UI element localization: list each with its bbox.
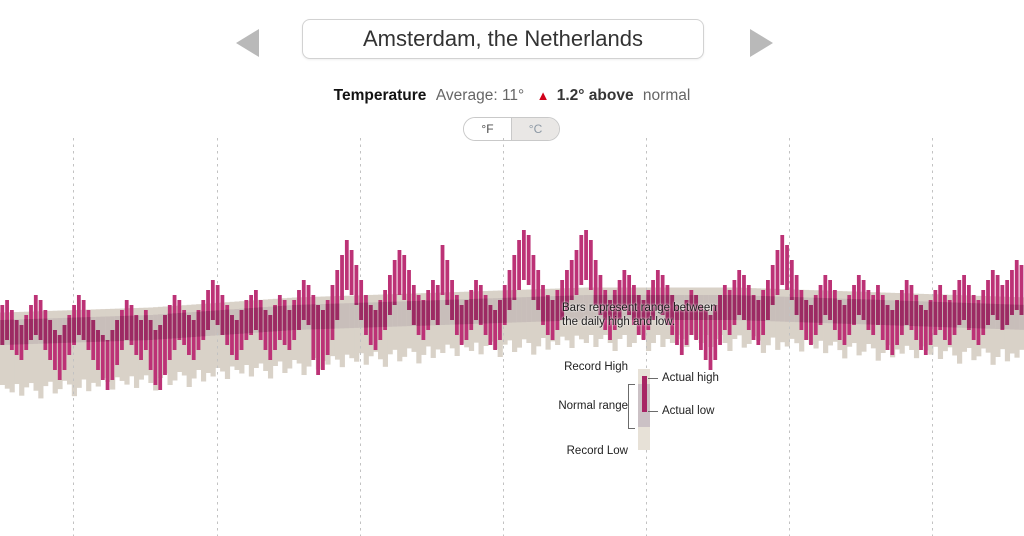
legend-actual-bar-swatch [642, 376, 647, 412]
up-triangle-icon: ▲ [536, 88, 550, 103]
prev-city-button[interactable] [236, 29, 259, 57]
metric-title: Temperature [333, 87, 427, 104]
average-label: Average: [435, 87, 498, 104]
temperature-summary: Temperature Average: 11° ▲ 1.2° above no… [0, 87, 1024, 105]
unit-celsius-button[interactable]: °C [512, 118, 559, 140]
annotation-note: Bars represent range between the daily h… [562, 301, 717, 329]
legend-actual-high-label: Actual high [662, 372, 719, 384]
delta-suffix: normal [642, 87, 691, 104]
average-value: 11° [501, 87, 525, 104]
unit-toggle: °F °C [463, 117, 560, 141]
legend-record-high-label: Record High [564, 361, 628, 373]
next-city-button[interactable] [750, 29, 773, 57]
legend-actual-low-tick [648, 411, 658, 412]
annotation-line1: Bars represent range between [562, 302, 717, 314]
legend-normal-range-label: Normal range [558, 400, 628, 412]
delta-value: 1.2° above [556, 87, 634, 104]
legend-actual-high-tick [648, 378, 658, 379]
legend-actual-low-label: Actual low [662, 405, 715, 417]
city-name: Amsterdam, the Netherlands [362, 26, 644, 51]
annotation-line2: the daily high and low. [562, 316, 676, 328]
city-selector[interactable]: Amsterdam, the Netherlands [302, 19, 704, 59]
unit-fahrenheit-button[interactable]: °F [464, 118, 512, 140]
legend-record-low-label: Record Low [566, 445, 628, 457]
legend-normal-range-bracket [628, 384, 635, 429]
